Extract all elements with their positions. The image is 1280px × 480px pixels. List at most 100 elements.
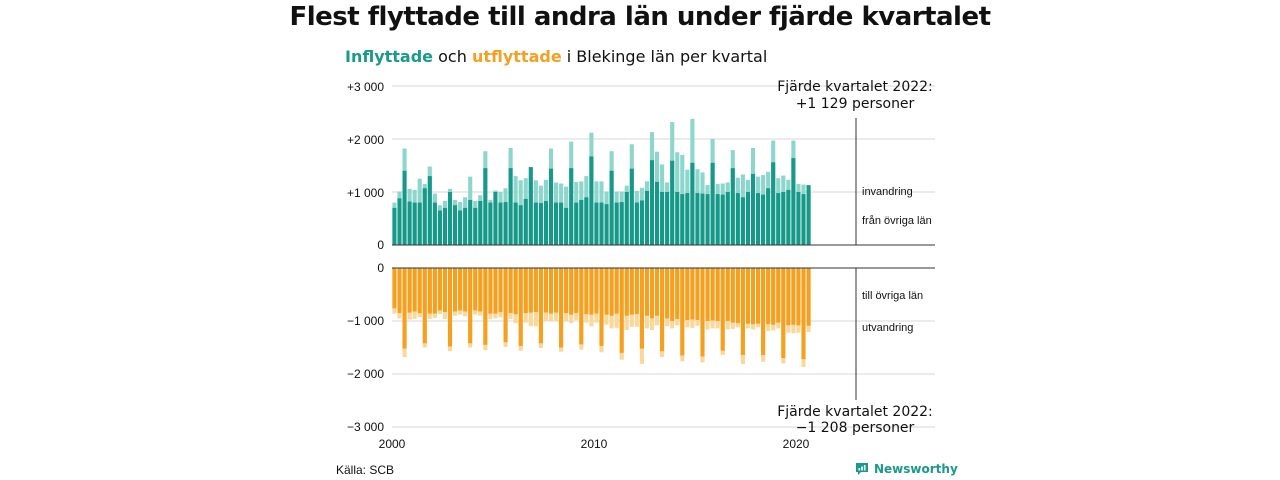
x-tick-label: 2020 bbox=[783, 437, 810, 451]
bar-fran-ovriga-lan bbox=[569, 168, 574, 245]
chart-subtitle: Inflyttade och utflyttade i Blekinge län… bbox=[345, 47, 767, 66]
y-tick-label: 0 bbox=[377, 238, 384, 252]
bar-till-ovriga-lan bbox=[670, 268, 675, 321]
bar-fran-ovriga-lan bbox=[786, 189, 791, 245]
y-tick-label: +3 000 bbox=[347, 80, 384, 94]
bar-fran-ovriga-lan bbox=[619, 202, 624, 245]
bar-fran-ovriga-lan bbox=[442, 207, 447, 245]
bar-fran-ovriga-lan bbox=[437, 210, 442, 245]
bar-till-ovriga-lan bbox=[564, 268, 569, 314]
bar-fran-ovriga-lan bbox=[670, 160, 675, 245]
bar-fran-ovriga-lan bbox=[710, 162, 715, 245]
bar-fran-ovriga-lan bbox=[564, 207, 569, 245]
bar-fran-ovriga-lan bbox=[781, 192, 786, 245]
bar-till-ovriga-lan bbox=[715, 268, 720, 321]
bar-till-ovriga-lan bbox=[594, 268, 599, 314]
bar-till-ovriga-lan bbox=[442, 268, 447, 312]
bar-fran-ovriga-lan bbox=[503, 202, 508, 245]
bar-fran-ovriga-lan bbox=[589, 156, 594, 245]
bar-fran-ovriga-lan bbox=[518, 205, 523, 245]
brand-name: Newsworthy bbox=[874, 462, 958, 476]
bar-fran-ovriga-lan bbox=[700, 193, 705, 245]
bar-till-ovriga-lan bbox=[543, 268, 548, 313]
bar-fran-ovriga-lan bbox=[478, 201, 483, 245]
bar-fran-ovriga-lan bbox=[538, 203, 543, 245]
bar-till-ovriga-lan bbox=[690, 268, 695, 320]
bar-till-ovriga-lan bbox=[745, 268, 750, 324]
bar-fran-ovriga-lan bbox=[634, 202, 639, 245]
bar-till-ovriga-lan bbox=[735, 268, 740, 324]
bar-fran-ovriga-lan bbox=[559, 202, 564, 245]
bar-fran-ovriga-lan bbox=[801, 194, 806, 245]
bar-fran-ovriga-lan bbox=[458, 210, 463, 245]
bar-till-ovriga-lan bbox=[432, 268, 437, 314]
newsworthy-logo: Newsworthy bbox=[855, 462, 958, 476]
bar-fran-ovriga-lan bbox=[796, 192, 801, 245]
bar-till-ovriga-lan bbox=[609, 268, 614, 316]
bar-fran-ovriga-lan bbox=[776, 193, 781, 245]
bar-fran-ovriga-lan bbox=[422, 188, 427, 245]
bar-fran-ovriga-lan bbox=[417, 202, 422, 245]
bar-fran-ovriga-lan bbox=[493, 192, 498, 245]
bar-till-ovriga-lan bbox=[700, 268, 705, 357]
bar-till-ovriga-lan bbox=[781, 268, 786, 359]
bar-fran-ovriga-lan bbox=[735, 193, 740, 245]
bar-till-ovriga-lan bbox=[584, 268, 589, 315]
bar-till-ovriga-lan bbox=[685, 268, 690, 320]
annotation-bottom-line2: −1 208 personer bbox=[796, 420, 915, 436]
bar-till-ovriga-lan bbox=[417, 268, 422, 314]
bar-fran-ovriga-lan bbox=[584, 197, 589, 245]
bars bbox=[392, 118, 811, 368]
bar-fran-ovriga-lan bbox=[528, 167, 533, 245]
bar-fran-ovriga-lan bbox=[473, 207, 478, 245]
bar-till-ovriga-lan bbox=[710, 268, 715, 321]
bar-fran-ovriga-lan bbox=[609, 170, 614, 245]
bar-till-ovriga-lan bbox=[720, 268, 725, 351]
bar-till-ovriga-lan bbox=[569, 268, 574, 315]
bar-till-ovriga-lan bbox=[397, 268, 402, 314]
bar-fran-ovriga-lan bbox=[533, 202, 538, 245]
bar-till-ovriga-lan bbox=[579, 268, 584, 345]
bar-fran-ovriga-lan bbox=[574, 202, 579, 245]
bar-till-ovriga-lan bbox=[660, 268, 665, 352]
bar-fran-ovriga-lan bbox=[771, 162, 776, 245]
bar-till-ovriga-lan bbox=[488, 268, 493, 314]
bar-till-ovriga-lan bbox=[422, 268, 427, 344]
bar-fran-ovriga-lan bbox=[604, 204, 609, 245]
y-tick-label: +2 000 bbox=[347, 133, 384, 147]
bar-till-ovriga-lan bbox=[740, 268, 745, 355]
bar-till-ovriga-lan bbox=[493, 268, 498, 314]
bar-fran-ovriga-lan bbox=[791, 158, 796, 245]
bar-till-ovriga-lan bbox=[538, 268, 543, 344]
subtitle-utflyttade: utflyttade bbox=[471, 47, 562, 66]
bar-till-ovriga-lan bbox=[574, 268, 579, 314]
bar-till-ovriga-lan bbox=[533, 268, 538, 312]
y-tick-label: −3 000 bbox=[347, 420, 384, 434]
bar-till-ovriga-lan bbox=[634, 268, 639, 315]
bar-till-ovriga-lan bbox=[725, 268, 730, 321]
bar-fran-ovriga-lan bbox=[756, 193, 761, 245]
y-tick-label: −2 000 bbox=[347, 367, 384, 381]
bar-till-ovriga-lan bbox=[614, 268, 619, 314]
bar-till-ovriga-lan bbox=[806, 268, 811, 326]
bar-fran-ovriga-lan bbox=[412, 202, 417, 245]
bar-till-ovriga-lan bbox=[629, 268, 634, 315]
bar-fran-ovriga-lan bbox=[402, 170, 407, 245]
bar-till-ovriga-lan bbox=[649, 268, 655, 319]
bar-fran-ovriga-lan bbox=[508, 168, 513, 245]
bar-fran-ovriga-lan bbox=[392, 207, 397, 245]
bar-till-ovriga-lan bbox=[796, 268, 801, 326]
bar-fran-ovriga-lan bbox=[649, 160, 655, 245]
bar-till-ovriga-lan bbox=[644, 268, 649, 316]
bar-till-ovriga-lan bbox=[508, 268, 513, 314]
bar-till-ovriga-lan bbox=[518, 268, 523, 346]
bar-fran-ovriga-lan bbox=[407, 201, 412, 245]
bar-fran-ovriga-lan bbox=[523, 198, 528, 245]
annotation-top-line2: +1 129 personer bbox=[796, 96, 915, 112]
bar-till-ovriga-lan bbox=[513, 268, 518, 315]
bar-fran-ovriga-lan bbox=[675, 192, 680, 245]
bar-till-ovriga-lan bbox=[503, 268, 508, 343]
bar-fran-ovriga-lan bbox=[655, 181, 660, 245]
bar-till-ovriga-lan bbox=[528, 268, 533, 313]
